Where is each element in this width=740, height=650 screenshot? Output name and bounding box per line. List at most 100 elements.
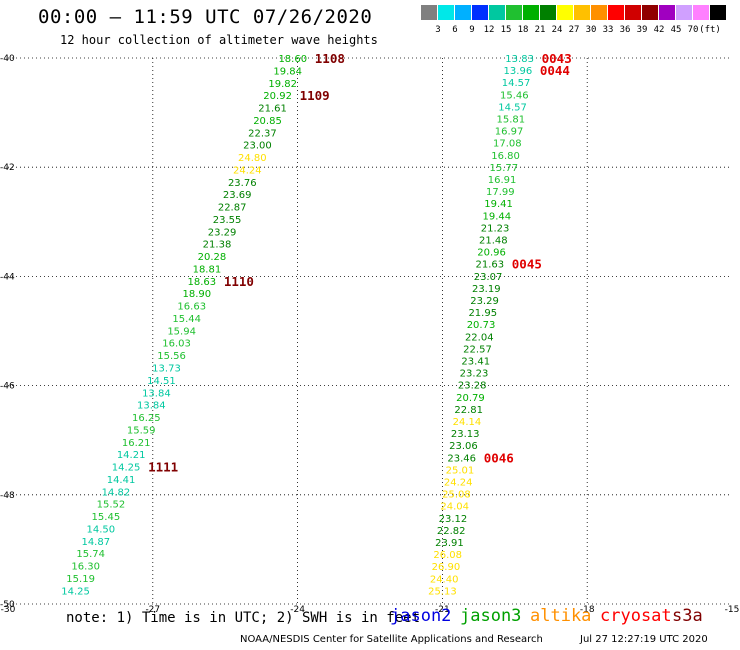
legend-label: 9 xyxy=(469,25,475,35)
lat-tick-label: -44 xyxy=(0,272,15,282)
time-label: 1110 xyxy=(224,274,254,289)
legend-swatch xyxy=(557,5,573,20)
legend-label: 12 xyxy=(483,25,495,35)
legend-label: 33 xyxy=(602,25,614,35)
legend-label: 45 xyxy=(670,25,682,35)
swh-value: 14.57 xyxy=(502,78,531,89)
legend-label: 36 xyxy=(619,25,631,35)
lon-tick-label: -24 xyxy=(290,605,305,615)
legend-swatch xyxy=(659,5,675,20)
swh-value: 24.24 xyxy=(233,165,262,176)
legend-swatch xyxy=(693,5,709,20)
swh-value: 15.94 xyxy=(167,326,196,337)
swh-value: 23.19 xyxy=(472,284,501,295)
swh-value: 13.84 xyxy=(137,401,166,412)
footnote: note: 1) Time is in UTC; 2) SWH is in fe… xyxy=(66,610,421,626)
time-label: 0043 xyxy=(542,51,572,66)
swh-value: 22.81 xyxy=(454,405,483,416)
swh-value: 15.59 xyxy=(127,425,156,436)
lon-tick-label: -18 xyxy=(580,605,595,615)
swh-value: 16.03 xyxy=(162,339,191,350)
swh-value: 16.21 xyxy=(122,438,151,449)
swh-value: 21.61 xyxy=(258,104,287,115)
swh-value: 23.12 xyxy=(439,514,468,525)
legend-swatch xyxy=(676,5,692,20)
lon-tick-label: -27 xyxy=(145,605,160,615)
swh-value: 15.44 xyxy=(172,314,201,325)
swh-value: 19.82 xyxy=(268,79,297,90)
swh-value: 24.04 xyxy=(440,502,469,513)
legend-swatch xyxy=(421,5,437,20)
swh-value: 25.08 xyxy=(442,490,471,501)
swh-value: 23.29 xyxy=(208,227,237,238)
legend-label: 18 xyxy=(517,25,529,35)
swh-value: 21.95 xyxy=(468,308,497,319)
swh-value: 20.79 xyxy=(456,393,485,404)
swh-value: 15.45 xyxy=(92,512,121,523)
swh-value: 14.25 xyxy=(112,463,141,474)
swh-value: 13.83 xyxy=(505,54,534,65)
swh-value: 24.14 xyxy=(453,417,482,428)
swh-value: 22.37 xyxy=(248,128,277,139)
legend-swatch xyxy=(540,5,556,20)
swh-value: 19.84 xyxy=(273,66,302,77)
swh-value: 23.76 xyxy=(228,178,257,189)
swh-value: 23.00 xyxy=(243,141,272,152)
satellite-jason3: jason3 xyxy=(460,606,522,626)
legend-swatch xyxy=(710,5,726,20)
swh-value: 14.21 xyxy=(117,450,146,461)
swh-value: 19.41 xyxy=(484,199,513,210)
swh-value: 21.48 xyxy=(479,235,508,246)
swh-value: 16.80 xyxy=(491,151,520,162)
time-label: 1111 xyxy=(148,460,178,475)
legend-label: 42 xyxy=(653,25,665,35)
swh-value: 14.25 xyxy=(61,586,90,597)
swh-value: 16.63 xyxy=(177,302,206,313)
swh-value: 13.73 xyxy=(152,364,181,375)
legend-label: 30 xyxy=(585,25,597,35)
swh-value: 15.19 xyxy=(66,574,95,585)
swh-value: 14.41 xyxy=(107,475,136,486)
swh-value: 20.96 xyxy=(477,248,506,259)
time-label: 1108 xyxy=(315,51,345,66)
swh-value: 23.91 xyxy=(435,538,464,549)
swh-value: 20.92 xyxy=(263,91,292,102)
time-label: 0046 xyxy=(484,450,514,465)
swh-value: 23.69 xyxy=(223,190,252,201)
lat-tick-label: -48 xyxy=(0,491,15,501)
swh-value: 15.56 xyxy=(157,351,186,362)
legend-label: 70 xyxy=(687,25,699,35)
legend-label: 24 xyxy=(551,25,563,35)
swh-value: 26.08 xyxy=(433,550,462,561)
swh-value: 15.46 xyxy=(500,90,529,101)
swh-value: 21.23 xyxy=(481,223,510,234)
legend-swatch xyxy=(455,5,471,20)
swh-value: 24.40 xyxy=(430,574,459,585)
swh-value: 18.60 xyxy=(278,54,307,65)
lat-tick-label: -40 xyxy=(0,54,15,64)
legend-swatch xyxy=(472,5,488,20)
swh-value: 24.80 xyxy=(238,153,267,164)
swh-value: 22.87 xyxy=(218,203,247,214)
page-title: 00:00 – 11:59 UTC 07/26/2020 xyxy=(38,6,373,28)
legend-label: 39 xyxy=(636,25,648,35)
swh-value: 15.77 xyxy=(490,163,519,174)
swh-value: 14.87 xyxy=(81,537,110,548)
legend-label: 6 xyxy=(452,25,458,35)
credit-line: NOAA/NESDIS Center for Satellite Applica… xyxy=(240,634,543,645)
swh-value: 20.73 xyxy=(467,320,496,331)
legend-swatch xyxy=(574,5,590,20)
swh-value: 26.90 xyxy=(432,562,461,573)
legend-swatch xyxy=(438,5,454,20)
swh-value: 20.28 xyxy=(198,252,227,263)
time-label: 1109 xyxy=(300,88,330,103)
swh-value: 23.07 xyxy=(474,272,503,283)
swh-value: 23.13 xyxy=(451,429,480,440)
swh-value: 14.50 xyxy=(87,524,116,535)
legend-swatch xyxy=(506,5,522,20)
lat-tick-label: -50 xyxy=(0,600,15,610)
generated-timestamp: Jul 27 12:27:19 UTC 2020 xyxy=(580,634,708,645)
swh-value: 18.81 xyxy=(193,264,222,275)
swh-value: 21.38 xyxy=(203,240,232,251)
swh-value: 17.08 xyxy=(493,139,522,150)
